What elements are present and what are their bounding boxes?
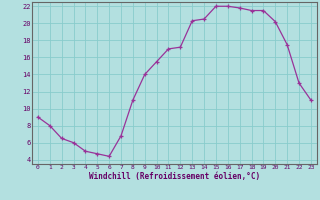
X-axis label: Windchill (Refroidissement éolien,°C): Windchill (Refroidissement éolien,°C) (89, 172, 260, 181)
